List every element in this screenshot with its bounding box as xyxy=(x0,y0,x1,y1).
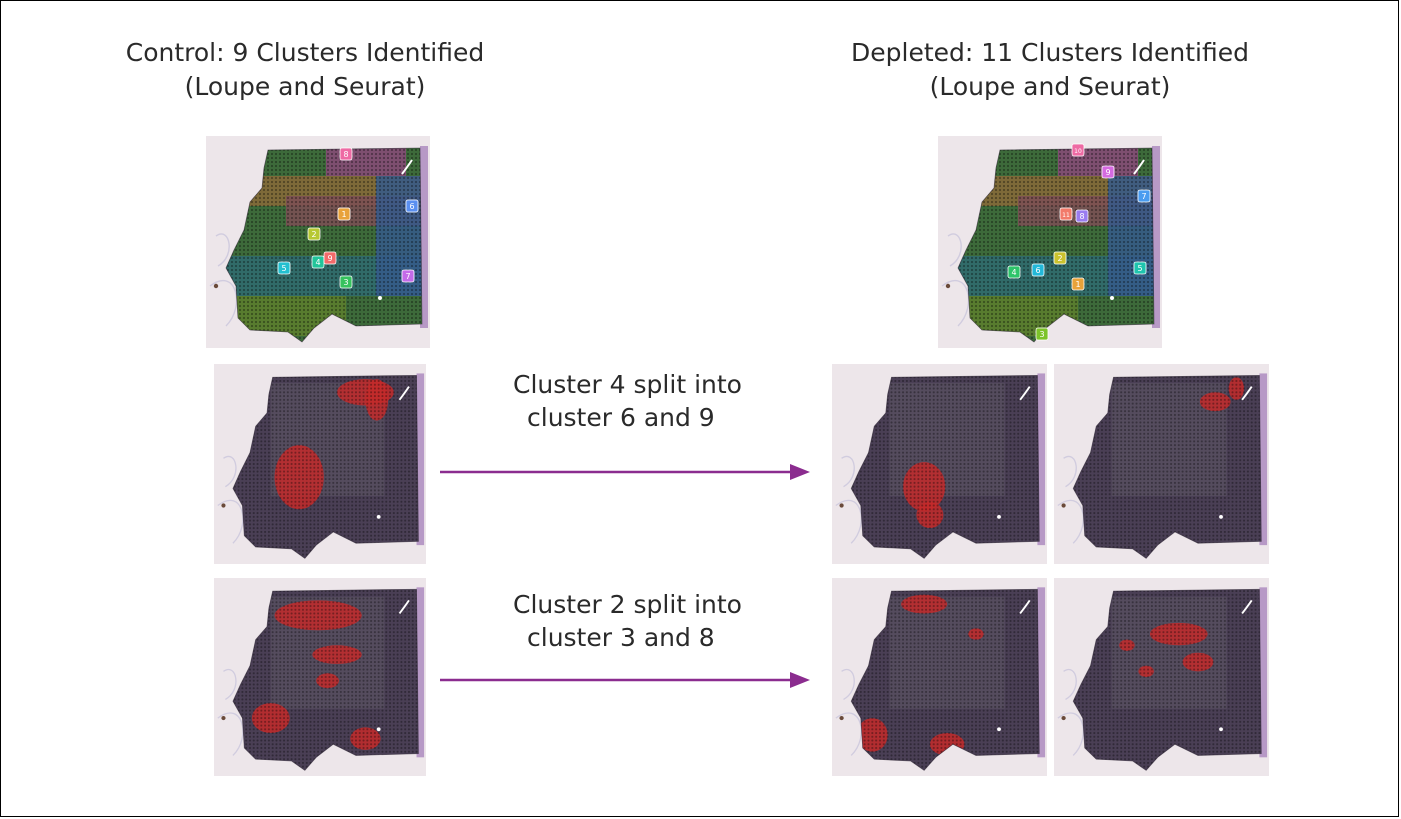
cluster-label-8: 8 xyxy=(1075,209,1089,223)
svg-text:7: 7 xyxy=(405,272,410,281)
cluster-label-2: 2 xyxy=(307,227,321,241)
cluster-label-5: 5 xyxy=(1133,261,1147,275)
cluster-label-6: 6 xyxy=(1031,263,1045,277)
split-caption-1: Cluster 4 split into cluster 6 and 9 xyxy=(513,368,742,434)
cluster-label-3: 3 xyxy=(1035,327,1049,341)
split-arrow-2 xyxy=(440,672,810,688)
split-caption-2-line2: cluster 3 and 8 xyxy=(527,623,715,652)
control-cluster-2-highlight xyxy=(214,578,426,776)
control-title-line2: (Loupe and Seurat) xyxy=(184,72,426,101)
svg-text:7: 7 xyxy=(1141,192,1146,201)
svg-text:8: 8 xyxy=(1079,212,1084,221)
svg-text:8: 8 xyxy=(343,150,348,159)
tissue-image xyxy=(835,587,1046,771)
cluster-label-6: 6 xyxy=(405,199,419,213)
depleted-cluster-9-highlight xyxy=(1054,364,1269,564)
svg-text:3: 3 xyxy=(343,278,348,287)
cluster-label-7: 7 xyxy=(1137,189,1151,203)
tissue-image xyxy=(1057,587,1268,771)
control-cluster-map: 1 2 3 4 5 6 7 8 9 xyxy=(206,136,430,348)
svg-text:3: 3 xyxy=(1039,330,1044,339)
svg-text:1: 1 xyxy=(1075,280,1080,289)
split-caption-1-line2: cluster 6 and 9 xyxy=(527,403,715,432)
cluster-label-4: 4 xyxy=(311,255,325,269)
cluster-label-7: 7 xyxy=(401,269,415,283)
control-cluster-4-highlight xyxy=(214,364,426,564)
split-arrow-1-head xyxy=(790,464,810,480)
svg-text:9: 9 xyxy=(1105,168,1110,177)
split-caption-2-line1: Cluster 2 split into xyxy=(513,590,742,619)
cluster-label-2: 2 xyxy=(1053,251,1067,265)
control-title: Control: 9 Clusters Identified (Loupe an… xyxy=(110,36,500,104)
svg-text:1: 1 xyxy=(341,210,346,219)
svg-text:6: 6 xyxy=(1035,266,1040,275)
depleted-cluster-3-highlight xyxy=(832,578,1047,776)
cluster-label-11: 11 xyxy=(1059,207,1073,221)
cluster-label-4: 4 xyxy=(1007,265,1021,279)
cluster-label-8: 8 xyxy=(339,147,353,161)
svg-text:11: 11 xyxy=(1062,212,1070,219)
cluster-label-3: 3 xyxy=(339,275,353,289)
depleted-cluster-map: 1 2 3 4 5 6 7 8 9 10 11 xyxy=(938,136,1162,348)
tissue-image xyxy=(1057,373,1268,559)
cluster-label-9: 9 xyxy=(323,251,337,265)
split-caption-1-line1: Cluster 4 split into xyxy=(513,370,742,399)
cluster-label-5: 5 xyxy=(277,261,291,275)
depleted-title-line2: (Loupe and Seurat) xyxy=(929,72,1171,101)
tissue-image: 1 2 3 4 5 6 7 8 9 xyxy=(209,146,428,343)
tissue-image xyxy=(217,373,425,559)
cluster-label-1: 1 xyxy=(337,207,351,221)
svg-text:2: 2 xyxy=(1057,254,1062,263)
svg-text:2: 2 xyxy=(311,230,316,239)
svg-text:10: 10 xyxy=(1074,148,1082,155)
svg-text:4: 4 xyxy=(1011,268,1016,277)
split-arrow-2-head xyxy=(790,672,810,688)
svg-text:4: 4 xyxy=(315,258,320,267)
svg-text:6: 6 xyxy=(409,202,414,211)
tissue-image xyxy=(217,587,425,771)
cluster-label-10: 10 xyxy=(1071,143,1085,157)
split-arrow-1 xyxy=(440,464,810,480)
control-title-line1: Control: 9 Clusters Identified xyxy=(125,38,485,67)
cluster-label-1: 1 xyxy=(1071,277,1085,291)
tissue-image: 1 2 3 4 5 6 7 8 9 10 11 xyxy=(941,143,1160,343)
depleted-title: Depleted: 11 Clusters Identified (Loupe … xyxy=(830,36,1270,104)
depleted-title-line1: Depleted: 11 Clusters Identified xyxy=(851,38,1249,67)
depleted-cluster-8-highlight xyxy=(1054,578,1269,776)
split-caption-2: Cluster 2 split into cluster 3 and 8 xyxy=(513,588,742,654)
svg-text:9: 9 xyxy=(327,254,332,263)
tissue-image xyxy=(835,373,1046,559)
svg-text:5: 5 xyxy=(281,264,286,273)
depleted-cluster-6-highlight xyxy=(832,364,1047,564)
cluster-label-9: 9 xyxy=(1101,165,1115,179)
svg-text:5: 5 xyxy=(1137,264,1142,273)
